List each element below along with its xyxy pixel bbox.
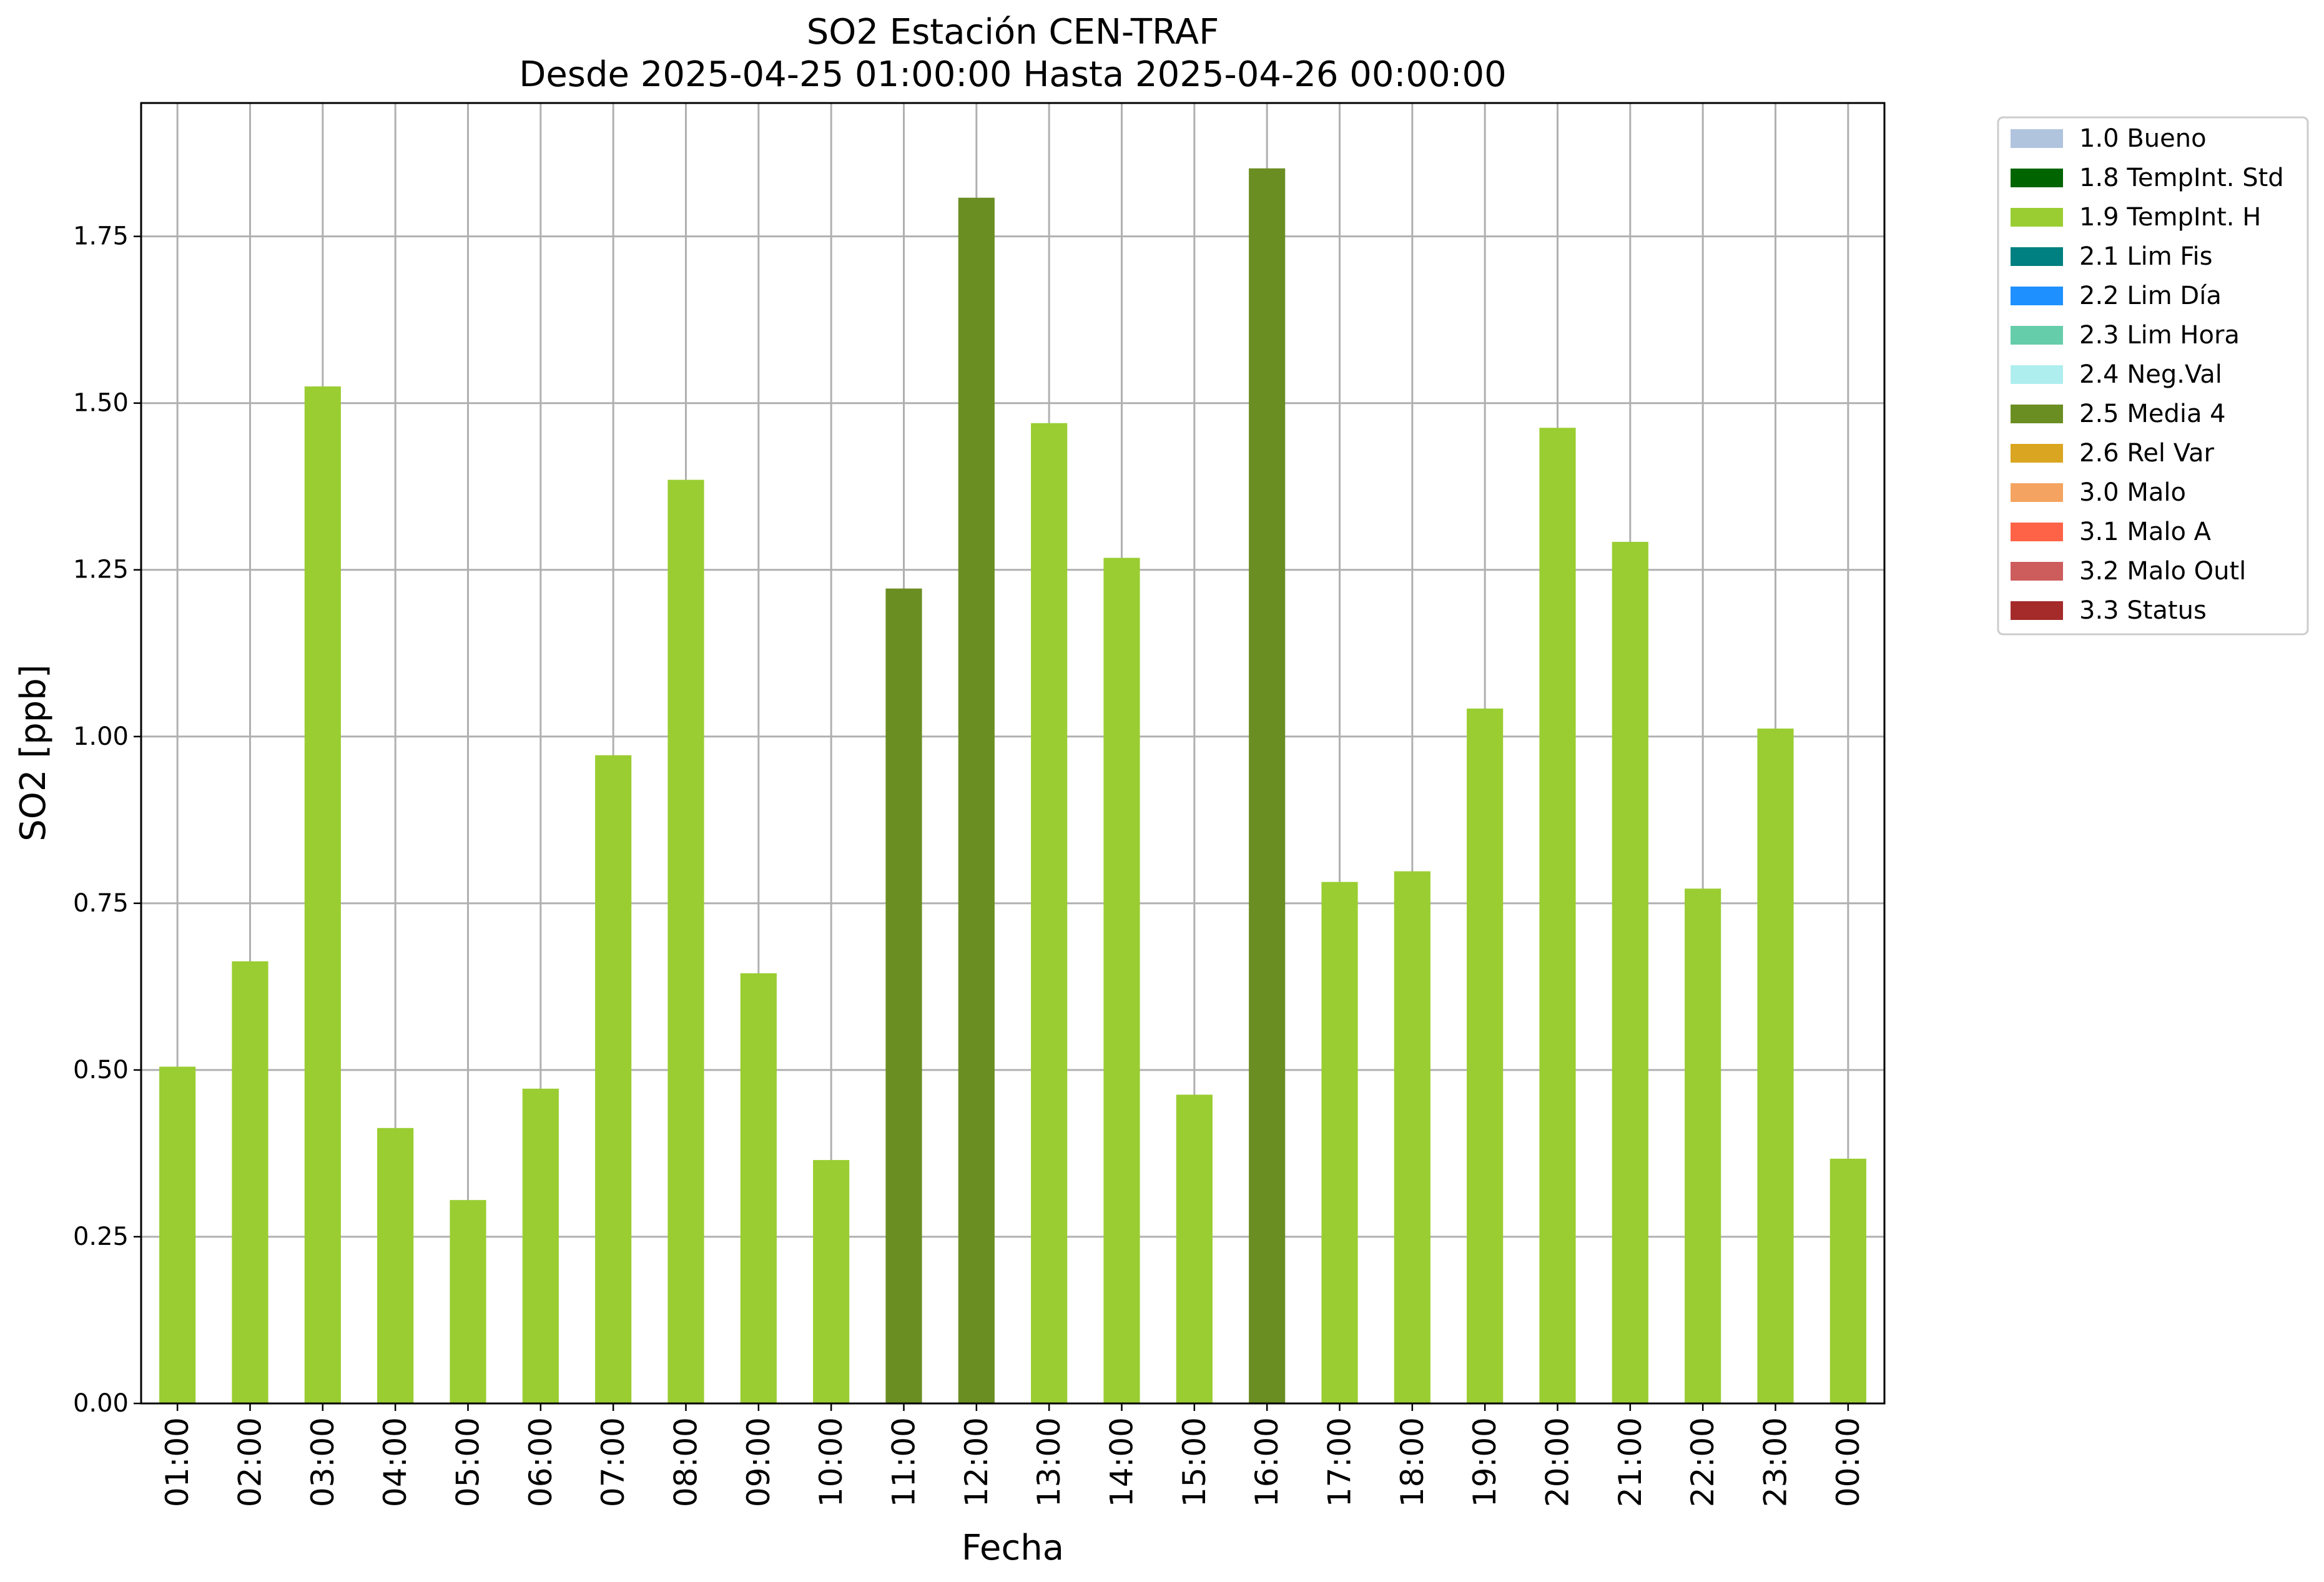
x-axis-label: Fecha: [962, 1528, 1064, 1568]
bar: [522, 1088, 559, 1403]
x-tick-label: 12:00: [958, 1417, 995, 1507]
y-axis-ticks: 0.00 0.25 0.50 0.75 1.00 1.25 1.50 1.75: [73, 222, 141, 1418]
bar: [1685, 888, 1721, 1403]
legend-label: 3.1 Malo A: [2079, 518, 2212, 546]
bar: [1539, 428, 1576, 1404]
y-axis-label: SO2 [ppb]: [13, 664, 54, 841]
legend-label: 3.2 Malo Outl: [2079, 557, 2246, 586]
legend-label: 2.1 Lim Fis: [2079, 242, 2212, 271]
bar: [1321, 882, 1358, 1403]
x-tick-label: 15:00: [1176, 1417, 1213, 1507]
bar: [304, 386, 341, 1403]
bar: [1103, 558, 1140, 1403]
legend-label: 2.5 Media 4: [2079, 400, 2226, 428]
bar: [958, 197, 995, 1404]
legend-swatch: [2011, 208, 2063, 227]
y-tick-label: 0.00: [73, 1389, 129, 1418]
x-tick-label: 13:00: [1031, 1417, 1067, 1507]
y-tick-label: 1.50: [73, 389, 129, 418]
x-tick-label: 14:00: [1104, 1417, 1140, 1507]
x-tick-label: 21:00: [1612, 1417, 1648, 1507]
y-tick-label: 1.00: [73, 722, 129, 751]
y-tick-label: 1.25: [73, 556, 129, 584]
bar: [667, 479, 704, 1403]
legend-label: 2.6 Rel Var: [2079, 439, 2215, 468]
x-tick-label: 22:00: [1685, 1417, 1721, 1507]
legend-label: 3.0 Malo: [2079, 478, 2186, 507]
bar: [1176, 1094, 1213, 1403]
bar: [159, 1066, 196, 1403]
bar: [813, 1160, 850, 1403]
legend-swatch: [2011, 562, 2063, 581]
y-tick-label: 0.25: [73, 1222, 129, 1251]
legend-swatch: [2011, 129, 2063, 148]
x-tick-label: 05:00: [450, 1417, 486, 1507]
x-tick-label: 04:00: [377, 1417, 413, 1507]
bar: [1829, 1158, 1866, 1403]
legend-label: 2.3 Lim Hora: [2079, 321, 2240, 350]
bar: [1757, 728, 1794, 1403]
y-tick-label: 0.75: [73, 889, 129, 918]
legend: 1.0 Bueno 1.8 TempInt. Std 1.9 TempInt. H 2…: [1997, 116, 2309, 636]
x-tick-label: 08:00: [668, 1417, 704, 1507]
legend-label: 2.4 Neg.Val: [2079, 360, 2222, 389]
legend-swatch: [2011, 169, 2063, 187]
bar: [595, 755, 632, 1403]
x-tick-label: 19:00: [1467, 1417, 1503, 1507]
x-tick-label: 09:00: [741, 1417, 777, 1507]
legend-swatch: [2011, 326, 2063, 345]
bar: [1394, 871, 1430, 1403]
x-tick-label: 06:00: [523, 1417, 559, 1507]
x-tick-label: 16:00: [1249, 1417, 1285, 1507]
y-tick-label: 1.75: [73, 222, 129, 251]
bar: [377, 1128, 414, 1403]
legend-label: 2.2 Lim Día: [2079, 282, 2222, 310]
x-tick-label: 01:00: [159, 1417, 195, 1507]
legend-swatch: [2011, 287, 2063, 305]
legend-swatch: [2011, 523, 2063, 541]
x-tick-label: 11:00: [886, 1417, 922, 1507]
legend-label: 1.8 TempInt. Std: [2079, 164, 2284, 192]
legend-swatch: [2011, 601, 2063, 620]
chart-title: SO2 Estación CEN-TRAF: [807, 12, 1219, 52]
plot-frame: [140, 102, 1886, 1405]
legend-swatch: [2011, 365, 2063, 384]
bar: [1612, 541, 1648, 1404]
x-tick-label: 10:00: [813, 1417, 849, 1507]
bar: [885, 588, 922, 1403]
x-tick-label: 03:00: [305, 1417, 341, 1507]
bar: [1467, 708, 1504, 1403]
x-tick-label: 00:00: [1830, 1417, 1866, 1507]
bars: [159, 168, 1866, 1404]
bar: [232, 961, 268, 1403]
legend-swatch: [2011, 444, 2063, 463]
legend-swatch: [2011, 247, 2063, 266]
x-tick-label: 02:00: [232, 1417, 268, 1507]
bar: [1249, 168, 1286, 1404]
bar: [450, 1200, 486, 1403]
chart-subtitle: Desde 2025-04-25 01:00:00 Hasta 2025-04-…: [519, 54, 1507, 95]
legend-label: 3.3 Status: [2079, 596, 2207, 625]
y-tick-label: 0.50: [73, 1056, 129, 1084]
x-tick-label: 23:00: [1758, 1417, 1794, 1507]
x-tick-label: 17:00: [1322, 1417, 1358, 1507]
bar: [740, 973, 777, 1403]
legend-swatch: [2011, 405, 2063, 423]
x-tick-label: 07:00: [595, 1417, 631, 1507]
x-tick-label: 18:00: [1394, 1417, 1430, 1507]
x-tick-label: 20:00: [1540, 1417, 1576, 1507]
bar: [1031, 423, 1068, 1403]
x-axis-ticks: 01:00 02:00 03:00 04:00 05:00 06:00 07:00 08:00…: [159, 1403, 1866, 1507]
legend-box: [1997, 116, 2309, 636]
legend-label: 1.0 Bueno: [2079, 124, 2207, 153]
legend-label: 1.9 TempInt. H: [2079, 203, 2261, 232]
legend-swatch: [2011, 483, 2063, 502]
